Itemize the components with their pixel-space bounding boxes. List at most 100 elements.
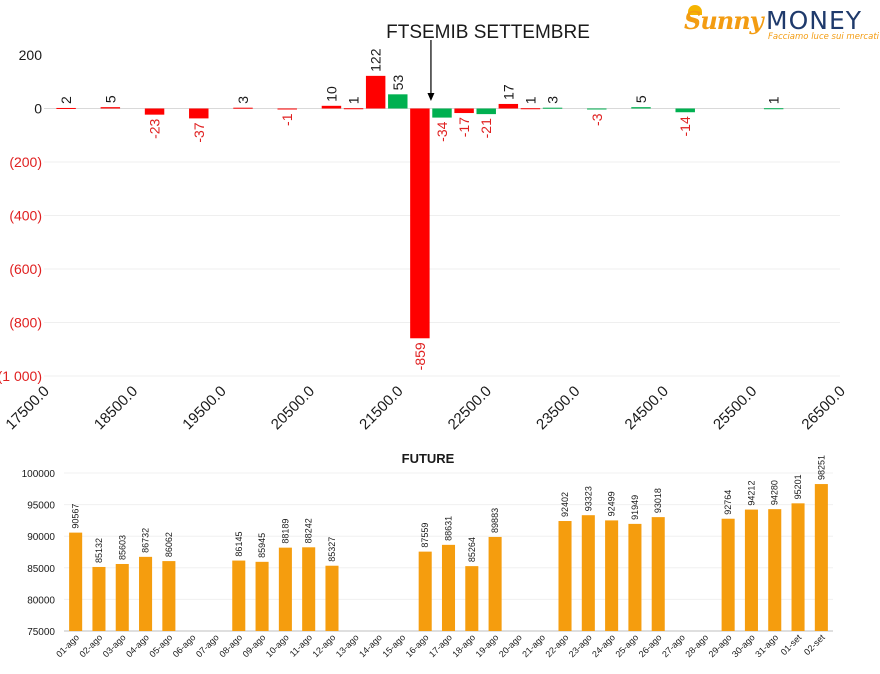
bar <box>587 108 607 110</box>
future-x-tick-label: 04-ago <box>124 632 151 659</box>
future-bar <box>558 521 572 631</box>
future-x-tick-label: 11-ago <box>288 632 314 658</box>
future-bar <box>814 484 828 631</box>
data-label: 3 <box>235 96 251 104</box>
future-bar <box>721 518 735 631</box>
x-tick-label: 24500.0 <box>622 383 672 433</box>
future-bar <box>92 566 106 631</box>
chart-title: FTSEMIB SETTEMBRE <box>386 22 590 43</box>
future-y-tick-label: 85000 <box>27 564 55 575</box>
bar <box>233 107 253 109</box>
future-y-tick-label: 90000 <box>27 532 55 543</box>
future-x-tick-label: 22-ago <box>544 632 571 659</box>
future-x-tick-label: 21-ago <box>520 632 547 659</box>
future-bar <box>139 556 153 631</box>
future-y-tick-label: 75000 <box>27 627 55 638</box>
data-label: 122 <box>368 48 384 72</box>
logo-money-text: MONEY <box>766 6 863 35</box>
bar <box>410 108 430 339</box>
future-data-label: 85327 <box>327 537 337 562</box>
y-tick-label: 200 <box>19 47 43 63</box>
logo-sunny-text: Sunny <box>684 6 764 35</box>
future-data-label: 90567 <box>71 504 81 529</box>
x-tick-label: 21500.0 <box>356 383 406 433</box>
future-bar <box>441 544 456 631</box>
data-label: 53 <box>390 75 406 91</box>
data-label: -1 <box>279 113 295 126</box>
future-bar <box>628 523 642 631</box>
future-data-label: 91949 <box>630 495 640 520</box>
future-x-tick-label: 27-ago <box>660 632 687 659</box>
future-bar <box>232 560 246 631</box>
future-x-tick-label: 20-ago <box>497 632 524 659</box>
future-data-label: 88242 <box>304 518 314 543</box>
future-chart-title: FUTURE <box>402 451 455 466</box>
future-x-tick-label: 09-ago <box>241 632 268 659</box>
data-label: -14 <box>677 116 693 136</box>
future-bar <box>465 566 479 631</box>
future-data-label: 85603 <box>117 535 127 560</box>
bar <box>144 108 165 115</box>
y-tick-label: (200) <box>9 154 42 170</box>
future-x-tick-label: 23-ago <box>567 632 594 659</box>
data-label: 5 <box>102 95 118 103</box>
future-x-tick-label: 10-ago <box>264 632 291 659</box>
future-x-tick-label: 02-ago <box>77 632 104 659</box>
data-label: 2 <box>58 96 74 104</box>
future-bar <box>488 536 502 631</box>
future-bar <box>115 563 129 631</box>
future-x-tick-label: 13-ago <box>334 632 361 659</box>
future-y-tick-label: 100000 <box>22 469 56 480</box>
future-data-label: 88189 <box>280 519 290 544</box>
future-x-tick-label: 30-ago <box>730 632 757 659</box>
future-bar <box>768 509 782 631</box>
future-x-tick-label: 07-ago <box>194 632 221 659</box>
future-bar <box>744 509 758 631</box>
future-x-tick-label: 02-set <box>802 632 827 657</box>
future-data-label: 85264 <box>467 537 477 562</box>
future-x-tick-label: 03-ago <box>101 632 128 659</box>
data-label: 1 <box>522 96 538 104</box>
future-x-tick-label: 12-ago <box>311 632 338 659</box>
data-label: -3 <box>589 113 605 126</box>
future-x-tick-label: 19-ago <box>474 632 501 659</box>
future-x-tick-label: 24-ago <box>590 632 617 659</box>
future-bar <box>302 547 316 631</box>
x-tick-label: 18500.0 <box>91 383 141 433</box>
future-x-tick-label: 01-ago <box>54 632 81 659</box>
future-bar <box>162 561 176 631</box>
future-x-tick-label: 08-ago <box>217 632 244 659</box>
bar <box>56 107 76 109</box>
future-x-tick-label: 14-ago <box>357 632 384 659</box>
y-tick-label: 0 <box>34 101 42 117</box>
future-data-label: 92402 <box>560 492 570 517</box>
data-label: -23 <box>147 118 163 138</box>
future-bar <box>581 515 595 631</box>
future-bar <box>418 551 432 631</box>
x-tick-label: 17500.0 <box>2 383 52 433</box>
future-x-tick-label: 05-ago <box>147 632 174 659</box>
future-data-label: 93323 <box>583 486 593 511</box>
data-label: 1 <box>766 96 782 104</box>
future-x-tick-label: 06-ago <box>171 632 198 659</box>
bar <box>675 108 695 113</box>
bar <box>454 108 474 114</box>
future-data-label: 89883 <box>490 508 500 533</box>
sun-icon <box>688 5 702 15</box>
future-bar <box>791 503 805 631</box>
future-x-tick-label: 26-ago <box>637 632 664 659</box>
y-tick-label: (400) <box>9 208 42 224</box>
data-label: -37 <box>191 122 207 142</box>
future-data-label: 88631 <box>444 516 454 541</box>
marker-arrow-icon <box>427 93 435 101</box>
sunny-money-logo: Sunny MONEY Facciamo luce sui mercati <box>680 4 879 44</box>
data-label: -21 <box>478 118 494 138</box>
data-label: 17 <box>500 84 516 100</box>
future-data-label: 92764 <box>723 490 733 515</box>
x-tick-label: 22500.0 <box>445 383 495 433</box>
bar <box>388 94 408 109</box>
x-tick-label: 23500.0 <box>533 383 583 433</box>
future-x-tick-label: 01-set <box>779 632 804 657</box>
future-x-tick-label: 28-ago <box>683 632 710 659</box>
data-label: 5 <box>633 95 649 103</box>
